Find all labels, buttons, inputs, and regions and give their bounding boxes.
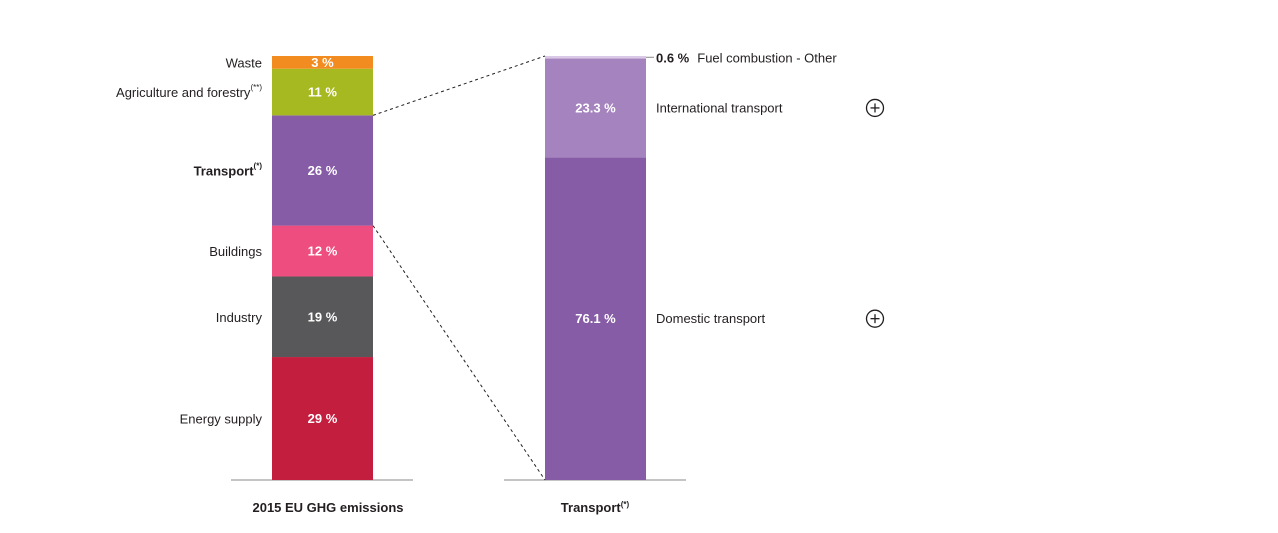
category-label-industry: Industry	[216, 309, 263, 324]
bar-segment-buildings	[272, 225, 373, 277]
bar-segment-international-transport	[545, 58, 646, 158]
category-label-agriculture-and-forestry: Agriculture and forestry(**)	[116, 83, 262, 100]
bar-segment-fuel-combustion-other	[545, 56, 646, 59]
bar-segment-transport	[272, 115, 373, 226]
bar-segment-waste	[272, 56, 373, 69]
bar-segment-agriculture-and-forestry	[272, 68, 373, 116]
bar-segment-industry	[272, 276, 373, 358]
connector-bottom	[372, 225, 546, 481]
breakdown-connectors	[372, 55, 546, 481]
data-label-energy-supply: 29 %	[308, 411, 338, 426]
category-label-transport: Transport(*)	[194, 161, 263, 178]
data-label-domestic-transport: 76.1 %	[575, 311, 616, 326]
category-label-buildings: Buildings	[209, 244, 262, 259]
plus-circle-icon[interactable]	[865, 98, 885, 118]
right-stacked-bar: 76.1 % Domestic transport 23.3 % Internatio…	[545, 50, 885, 480]
category-label-domestic-transport: Domestic transport	[656, 311, 765, 326]
connector-top	[372, 55, 546, 116]
left-x-axis-label: 2015 EU GHG emissions	[252, 500, 403, 515]
data-label-transport: 26 %	[308, 163, 338, 178]
category-label-waste: Waste	[226, 55, 262, 70]
data-label-agriculture-and-forestry: 11 %	[308, 85, 337, 100]
data-label-buildings: 12 %	[308, 244, 338, 259]
bar-segment-domestic-transport	[545, 157, 646, 480]
data-label-industry: 19 %	[308, 309, 338, 324]
bar-segment-energy-supply	[272, 357, 373, 480]
right-x-axis-label: Transport(*)	[561, 500, 630, 515]
category-label-fuel-combustion-other: 0.6 % Fuel combustion - Other	[656, 50, 837, 65]
category-label-international-transport: International transport	[656, 100, 783, 115]
category-label-energy-supply: Energy supply	[180, 411, 263, 426]
plus-circle-icon[interactable]	[865, 309, 885, 328]
data-label-international-transport: 23.3 %	[575, 100, 616, 115]
left-stacked-bar: 29 % Energy supply 19 % Industry 12 % Buildin…	[116, 55, 373, 480]
data-label-waste: 3 %	[311, 55, 334, 70]
